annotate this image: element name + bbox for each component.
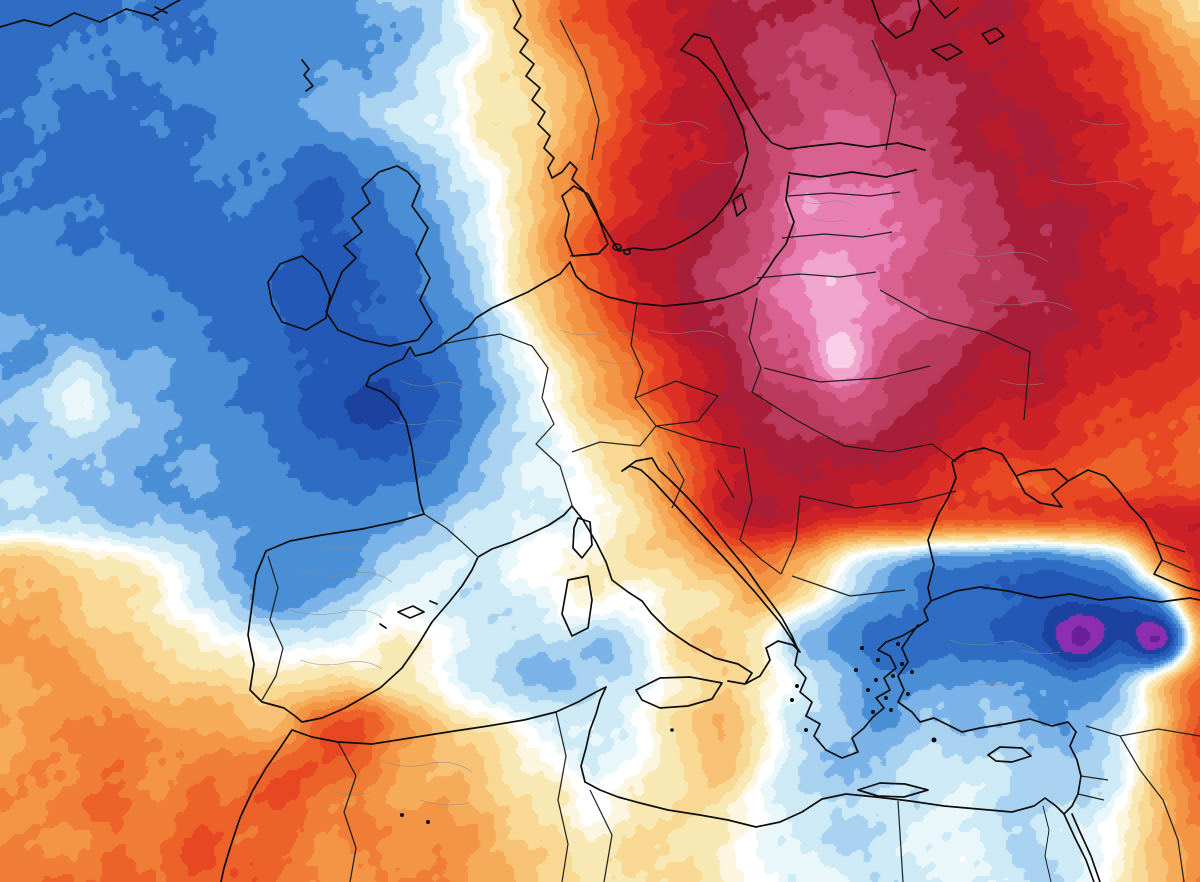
temperature-anomaly-field (0, 0, 1200, 882)
weather-map (0, 0, 1200, 882)
